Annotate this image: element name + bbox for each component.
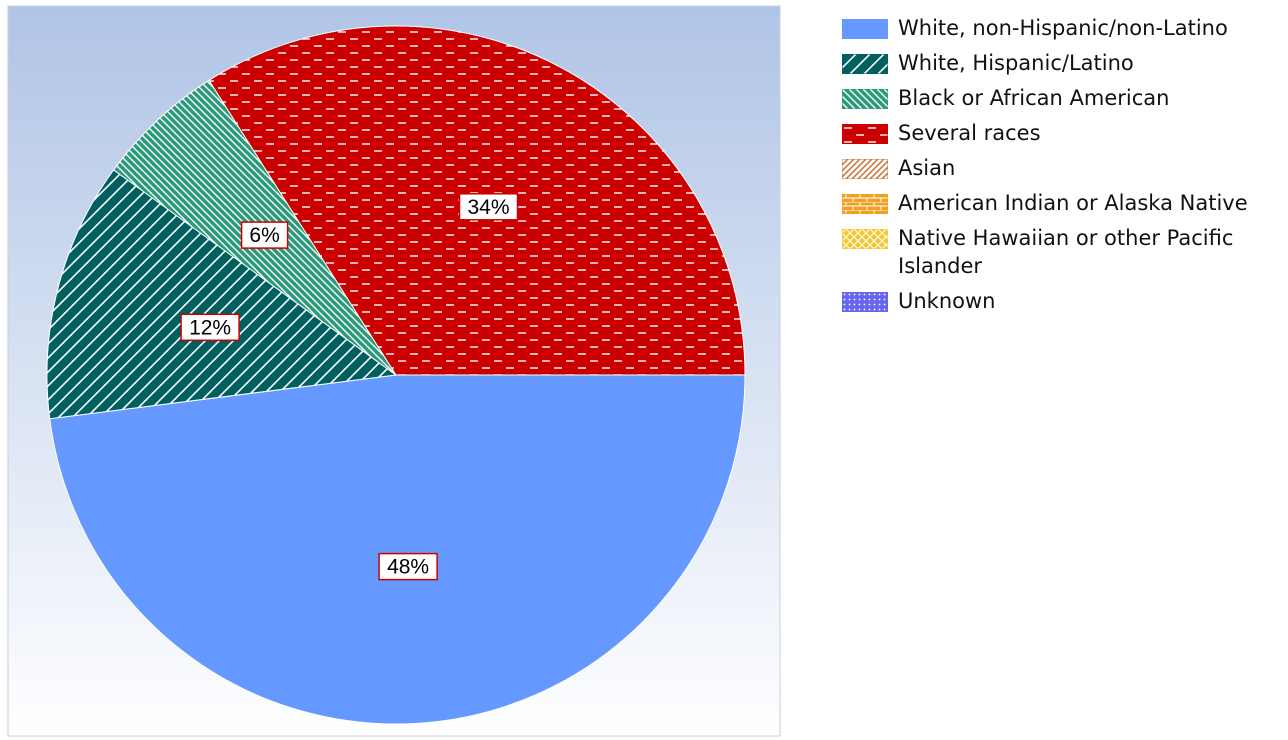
- legend-item-american-indian-or-alaska-native: American Indian or Alaska Native: [842, 189, 1282, 217]
- legend-item-white-hispanic-latino: White, Hispanic/Latino: [842, 49, 1282, 77]
- chart-legend: White, non-Hispanic/non-Latino White, His…: [842, 14, 1282, 322]
- data-label-box: [240, 221, 289, 249]
- legend-label: White, non-Hispanic/non-Latino: [898, 16, 1228, 40]
- data-label-white-hispanic-latino: 12%: [180, 313, 240, 342]
- legend-swatch: [842, 19, 888, 39]
- data-label-box: [458, 193, 519, 221]
- legend-label: Unknown: [898, 289, 996, 313]
- pie-slice-white-non-hispanic-non-latino: [49, 374, 746, 725]
- legend-item-black-or-african-american: Black or African American: [842, 84, 1282, 112]
- legend-label: Black or African American: [898, 86, 1170, 110]
- legend-label: Asian: [898, 156, 956, 180]
- legend-swatch: [842, 124, 888, 144]
- data-label-text: 48%: [387, 556, 429, 579]
- data-label-text: 6%: [249, 224, 279, 247]
- legend-item-asian: Asian: [842, 154, 1282, 182]
- legend-label: American Indian or Alaska Native: [898, 191, 1248, 215]
- legend-label: Several races: [898, 121, 1041, 145]
- data-label-black-or-african-american: 6%: [240, 221, 289, 249]
- pie-slices: [46, 25, 746, 725]
- legend-swatch: [842, 292, 888, 312]
- data-label-box: [378, 552, 438, 581]
- legend-swatch: [842, 229, 888, 249]
- pie-slice-white-hispanic-latino: [46, 169, 398, 420]
- pie-data-labels: 48% 12% 6% 34%: [180, 193, 519, 581]
- data-label-text: 12%: [189, 316, 231, 339]
- legend-swatch: [842, 54, 888, 74]
- data-label-several-races: 34%: [458, 193, 519, 221]
- legend-swatch: [842, 89, 888, 109]
- legend-item-white-non-hispanic-non-latino: White, non-Hispanic/non-Latino: [842, 14, 1282, 42]
- legend-item-unknown: Unknown: [842, 287, 1282, 315]
- legend-swatch: [842, 159, 888, 179]
- legend-label: White, Hispanic/Latino: [898, 51, 1134, 75]
- legend-item-several-races: Several races: [842, 119, 1282, 147]
- legend-swatch: [842, 194, 888, 214]
- data-label-white-non-hispanic-non-latino: 48%: [378, 552, 438, 581]
- data-label-text: 34%: [467, 196, 509, 219]
- legend-item-native-hawaiian-or-other-pacific-islander: Native Hawaiian or other Pacific Islande…: [842, 224, 1282, 280]
- data-label-box: [180, 313, 240, 342]
- legend-label: Native Hawaiian or other Pacific Islande…: [898, 226, 1234, 278]
